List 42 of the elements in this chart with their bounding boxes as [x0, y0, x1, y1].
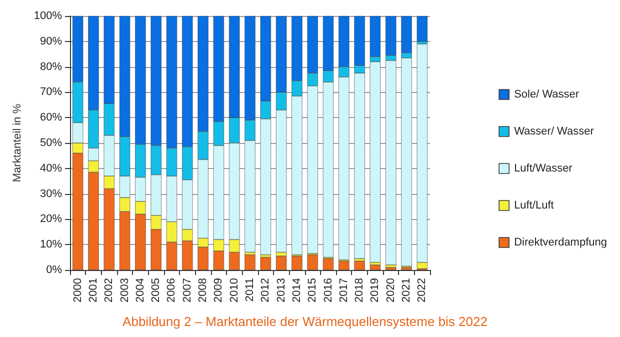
legend-label: Luft/Wasser [514, 162, 573, 174]
y-tick-label: 50% [40, 137, 62, 149]
y-tick-label: 0% [46, 264, 62, 276]
x-tick-label: 2005 [150, 278, 162, 302]
x-tick-label: 2001 [87, 278, 100, 302]
x-tick-label: 2015 [306, 278, 319, 302]
x-tick-label: 2009 [212, 278, 225, 302]
x-tick-label: 2013 [275, 278, 288, 302]
x-tick-label: 2004 [134, 278, 146, 302]
x-tick-label: 2002 [103, 278, 116, 302]
y-axis-title: Marktanteil in % [11, 104, 24, 182]
legend-label: Sole/ Wasser [514, 88, 580, 100]
legend-label: Luft/Luft [514, 200, 554, 212]
x-tick-label: 2000 [72, 278, 84, 302]
x-tick-label: 2016 [322, 278, 334, 302]
x-tick-label: 2006 [166, 278, 178, 302]
x-tick-label: 2011 [244, 278, 256, 302]
x-tick-label: 2018 [354, 278, 366, 302]
legend-label: Direktverdampfung [514, 236, 608, 248]
y-tick-label: 10% [40, 238, 62, 251]
y-tick-label: 70% [40, 86, 62, 98]
x-tick-label: 2020 [384, 278, 397, 302]
text: Abbildung 2 – Marktanteile der Wärmequellensysteme bis 2022 [122, 314, 488, 329]
y-tick-label: 100% [34, 10, 62, 22]
x-tick-label: 2008 [197, 278, 210, 302]
y-tick-label: 20% [40, 213, 62, 226]
x-tick-label: 2014 [290, 278, 303, 302]
bar [416, 16, 428, 42]
x-tick-label: 2019 [369, 278, 382, 302]
x-tick-label: 2012 [260, 278, 272, 302]
x-tick-label: 2022 [416, 278, 428, 302]
x-tick-label: 2021 [400, 278, 413, 302]
x-tick-label: 2003 [118, 278, 131, 302]
y-tick-label: 90% [40, 35, 62, 48]
x-tick-label: 2007 [181, 278, 194, 302]
x-tick-label: 2010 [228, 278, 240, 302]
legend-label: Wasser/ Wasser [514, 126, 594, 138]
y-tick-label: 60% [40, 112, 62, 124]
y-tick-label: 40% [40, 162, 62, 174]
y-tick-label: 30% [40, 188, 62, 200]
x-tick-label: 2017 [338, 278, 350, 302]
y-tick-label: 80% [40, 60, 62, 73]
